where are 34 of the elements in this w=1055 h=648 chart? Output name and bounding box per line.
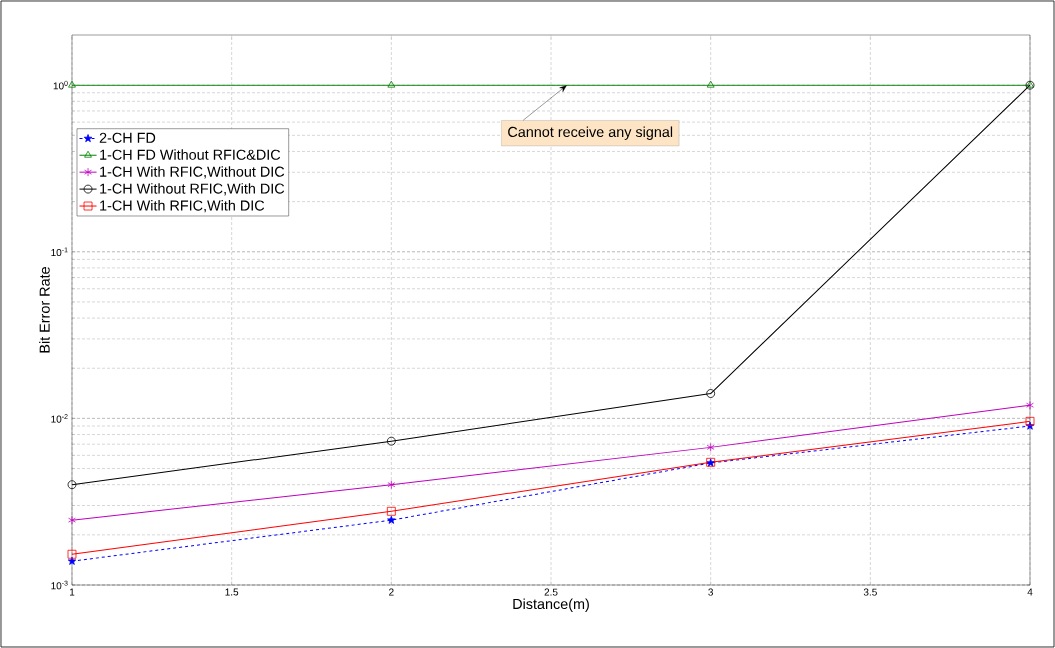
x-tick-label: 2: [389, 588, 394, 596]
point: [706, 80, 715, 88]
x-tick-label: 3.5: [863, 588, 877, 596]
point: [67, 549, 77, 559]
y-tick-label: 10$^{-2}$: [51, 414, 68, 423]
x-tick-label: 1.5: [225, 588, 239, 596]
x-tick-label: 1: [69, 588, 75, 596]
x-tick-label: 2.5: [544, 588, 558, 596]
point: [68, 80, 76, 88]
point: [386, 506, 396, 516]
point: [706, 389, 716, 398]
point: [67, 480, 77, 490]
annotation: Cannot receive any signal: [508, 126, 673, 140]
point: [67, 556, 77, 565]
y-tick-label: 10$^{0}$: [53, 80, 68, 90]
legend-label: 1-CH Without RFIC,With DIC: [100, 183, 285, 196]
legend-label: 1-CH With RFIC,Without DIC: [100, 166, 285, 179]
legend-label: 1-CH FD Without RFIC&DIC: [100, 149, 281, 160]
x-tick-label: 3: [708, 588, 714, 596]
y-axis-title: Bit Error Rate: [39, 267, 50, 353]
legend-label: 2-CH FD: [99, 132, 156, 143]
y-tick-label: 10$^{-1}$: [51, 247, 68, 257]
point: [386, 436, 396, 446]
legend-label: 1-CH With RFIC,With DIC: [100, 200, 265, 213]
point: [1025, 416, 1035, 426]
point: [387, 515, 396, 524]
x-axis-title: Distance(m): [513, 598, 589, 612]
point: [1026, 400, 1034, 410]
y-tick-label: 10$^{-3}$: [51, 580, 68, 590]
point: [706, 442, 715, 452]
point: [68, 515, 76, 525]
point: [387, 480, 396, 490]
x-tick-label: 4: [1027, 588, 1033, 596]
point: [387, 80, 396, 88]
